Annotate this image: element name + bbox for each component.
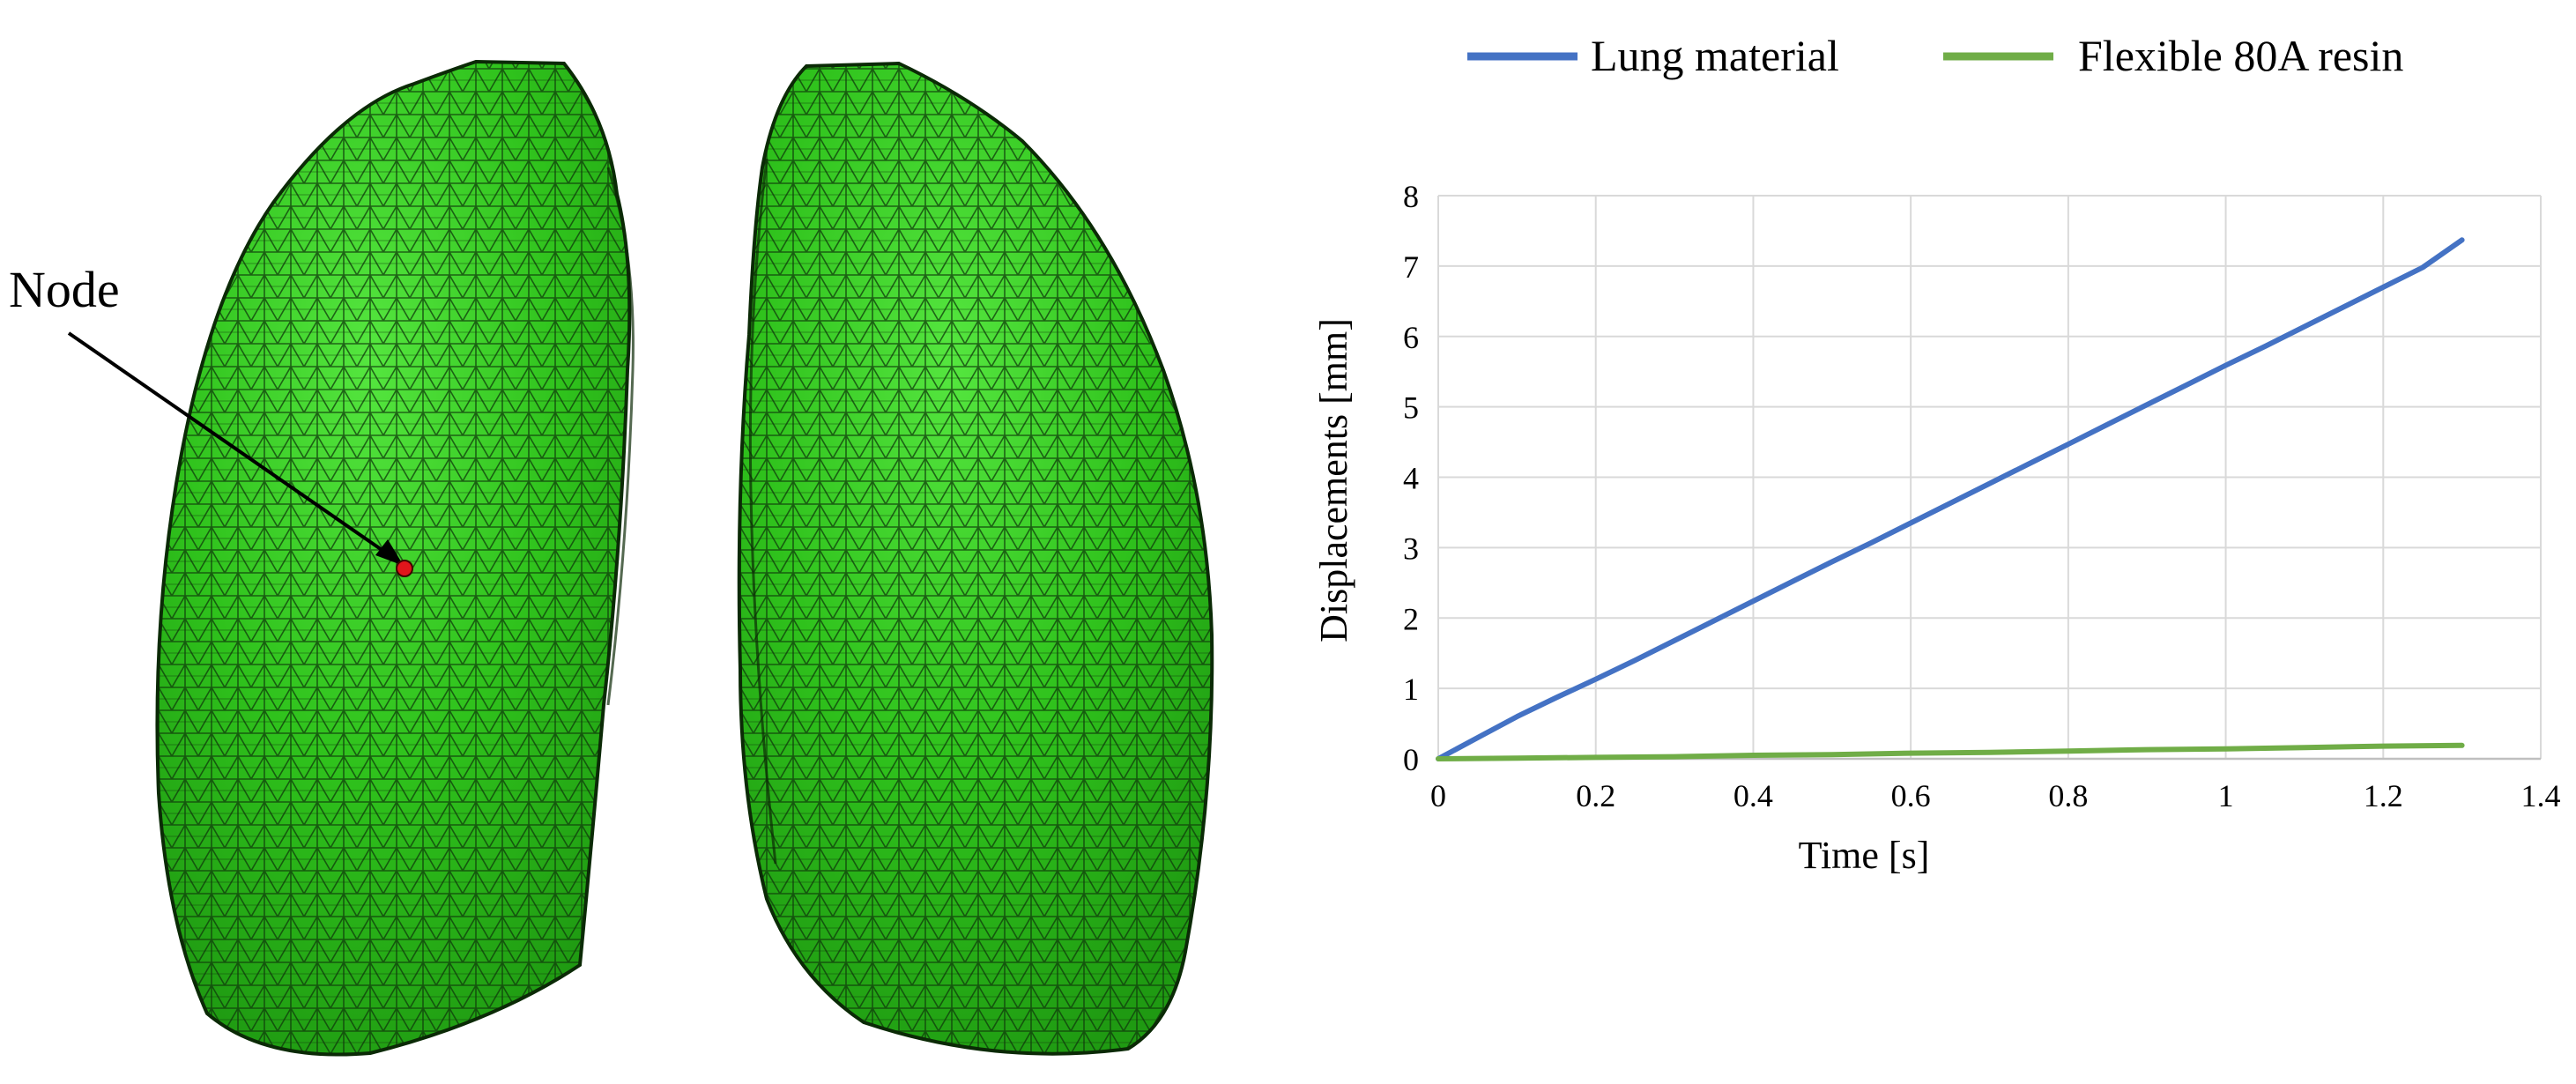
y-tick-label: 6 bbox=[1403, 320, 1419, 355]
chart-legend: Lung material Flexible 80A resin bbox=[1467, 31, 2403, 80]
y-tick-label: 0 bbox=[1403, 742, 1419, 777]
y-axis-title: Displacements [mm] bbox=[1312, 318, 1355, 642]
x-tick-label: 0.6 bbox=[1891, 778, 1931, 813]
y-tick-label: 3 bbox=[1403, 531, 1419, 566]
legend-label-flexible-resin: Flexible 80A resin bbox=[2078, 31, 2403, 80]
x-tick-labels: 0 0.2 0.4 0.6 0.8 1 1.2 1.4 bbox=[1430, 778, 2561, 813]
node-arrow-head-icon bbox=[375, 539, 404, 566]
y-tick-label: 5 bbox=[1403, 390, 1419, 426]
x-tick-label: 1 bbox=[2218, 778, 2234, 813]
series-line-lung-material bbox=[1436, 237, 2465, 761]
x-tick-label: 0 bbox=[1430, 778, 1446, 813]
x-axis-title: Time [s] bbox=[1799, 834, 1930, 877]
displacement-chart: Lung material Flexible 80A resin 0 1 2 3 4 5 6… bbox=[1312, 31, 2561, 877]
y-tick-label: 8 bbox=[1403, 179, 1419, 214]
y-tick-label: 1 bbox=[1403, 672, 1419, 707]
node-marker bbox=[396, 560, 413, 577]
series-line-flexible-resin bbox=[1436, 742, 2465, 761]
x-tick-label: 0.2 bbox=[1576, 778, 1615, 813]
x-tick-label: 1.2 bbox=[2364, 778, 2403, 813]
y-tick-labels: 0 1 2 3 4 5 6 7 8 bbox=[1403, 179, 1419, 777]
node-label: Node bbox=[9, 261, 120, 318]
y-tick-label: 4 bbox=[1403, 461, 1419, 496]
lung-mesh-panel: Node bbox=[9, 59, 1214, 1057]
chart-plot-area bbox=[1436, 237, 2465, 761]
x-tick-label: 0.8 bbox=[2048, 778, 2088, 813]
x-tick-label: 0.4 bbox=[1733, 778, 1773, 813]
x-tick-label: 1.4 bbox=[2521, 778, 2561, 813]
y-tick-label: 7 bbox=[1403, 249, 1419, 285]
legend-label-lung-material: Lung material bbox=[1591, 31, 1839, 80]
right-lung-mesh-icon bbox=[737, 61, 1214, 1056]
node-arrow-line bbox=[67, 331, 391, 557]
y-tick-label: 2 bbox=[1403, 601, 1419, 636]
